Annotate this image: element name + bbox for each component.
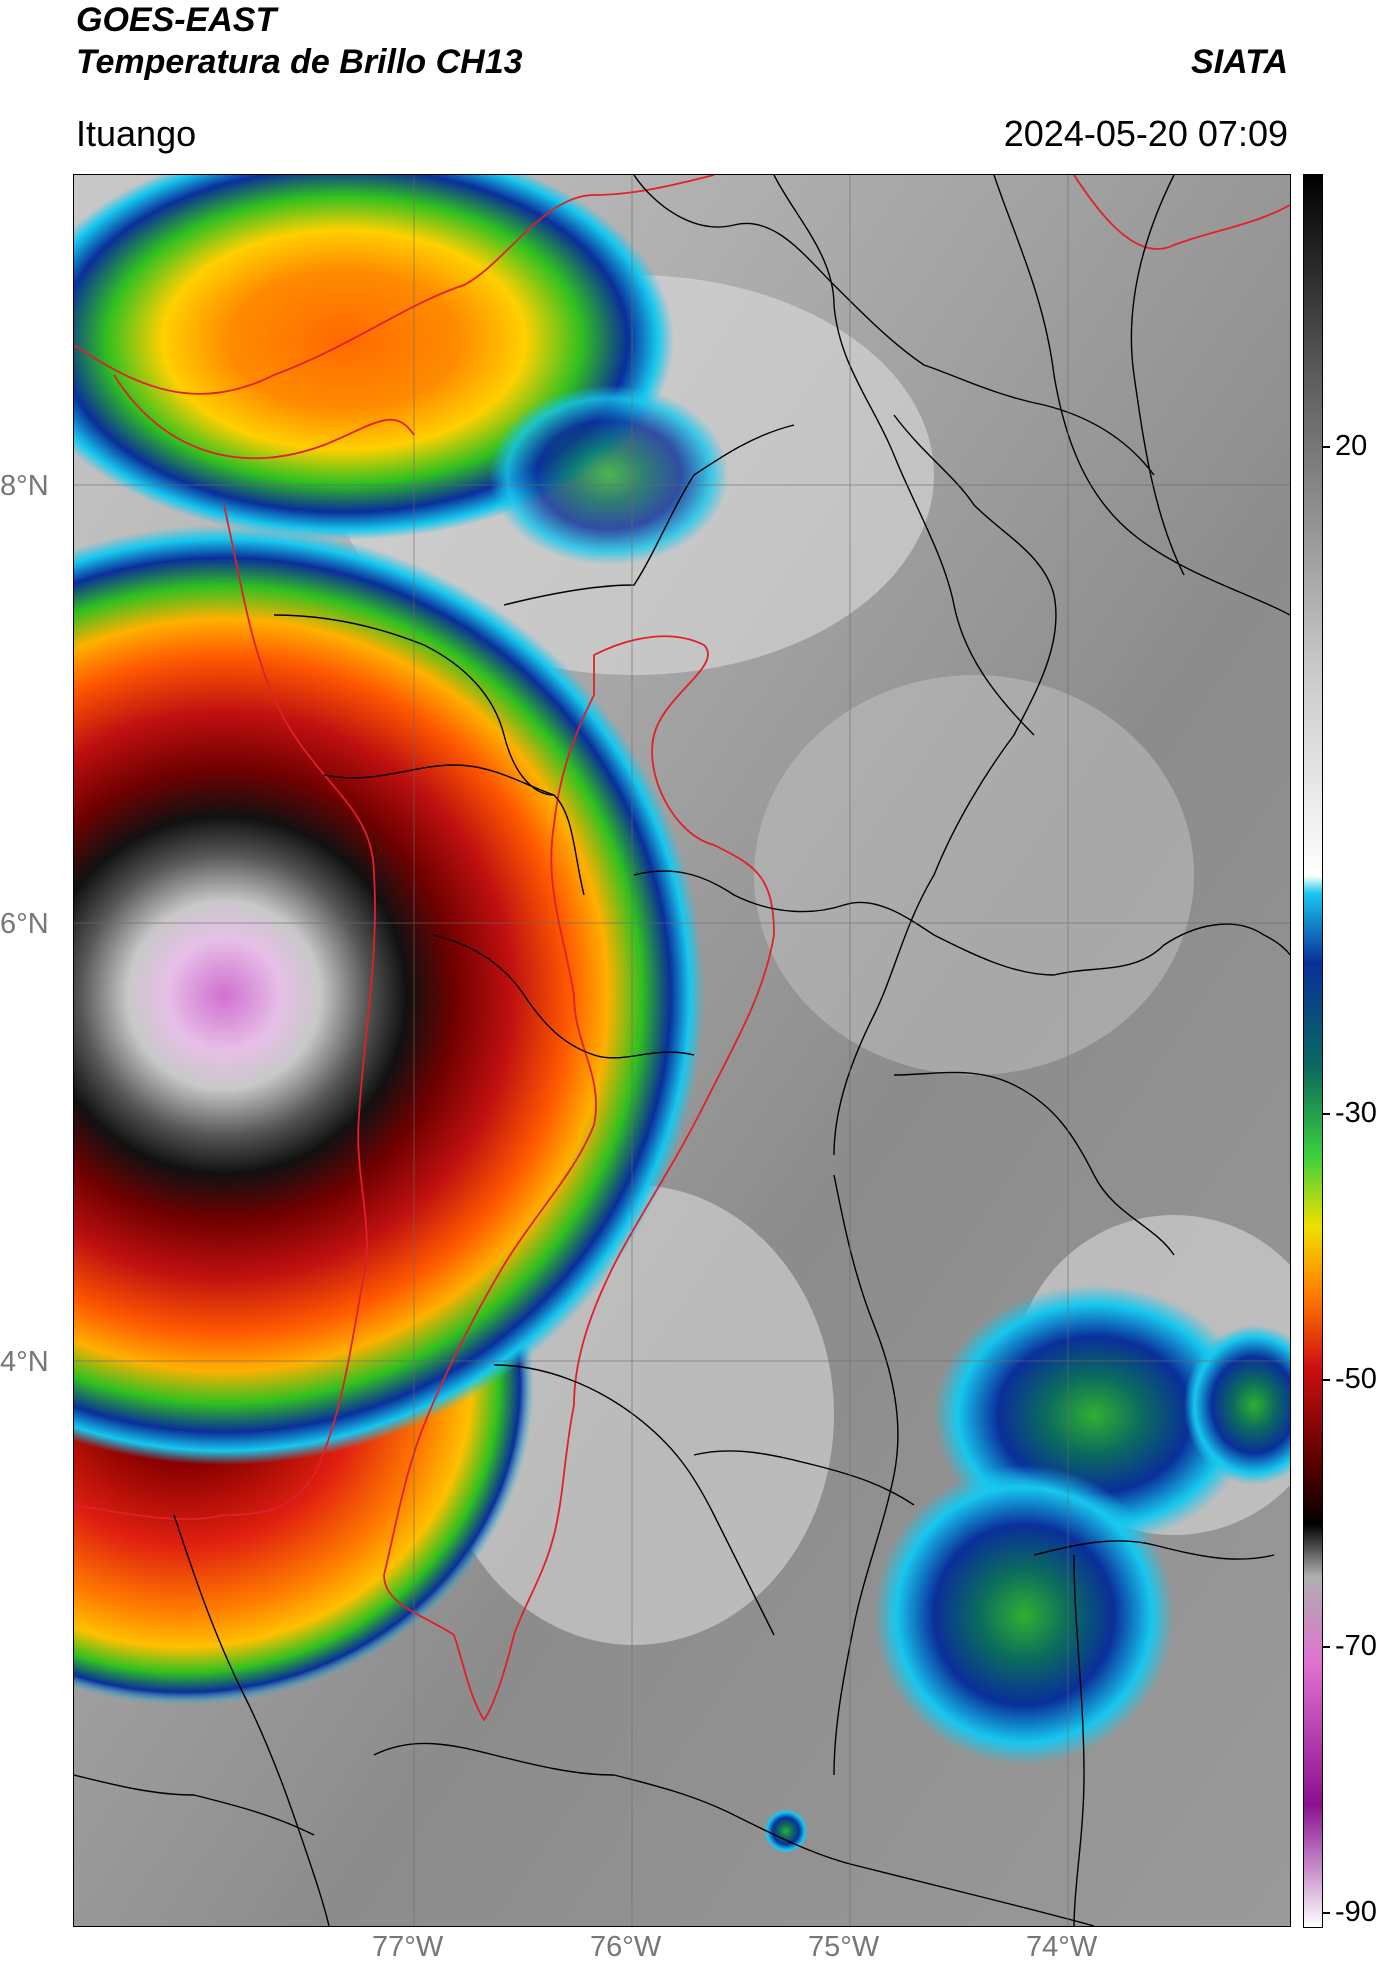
black-boundaries	[74, 175, 1290, 1926]
colorbar-label-neg70: -70	[1335, 1630, 1377, 1662]
storm-north-east	[489, 385, 729, 565]
satellite-title: GOES-EAST	[76, 1, 277, 39]
colorbar-label-neg90: -90	[1335, 1896, 1377, 1928]
lon-label-77w: 77°W	[372, 1931, 444, 1963]
colorbar-tick-mark	[1322, 1379, 1330, 1381]
colorbar-tick-mark	[1322, 1912, 1330, 1914]
lat-label-8n: 8°N	[0, 470, 49, 502]
cloud-field	[754, 675, 1194, 1075]
colorbar-label-neg30: -30	[1335, 1097, 1377, 1129]
colorbar-label-20: 20	[1335, 430, 1368, 462]
storm-main	[74, 525, 704, 1465]
lon-label-75w: 75°W	[808, 1931, 880, 1963]
colorbar-tick-mark	[1322, 1113, 1330, 1115]
graticule	[74, 175, 1290, 1926]
lon-label-74w: 74°W	[1026, 1931, 1098, 1963]
colorbar-tick-mark	[1322, 1646, 1330, 1648]
storm-small	[764, 1809, 808, 1853]
org-label: SIATA	[1191, 43, 1288, 81]
colorbar-label-neg50: -50	[1335, 1363, 1377, 1395]
storm-east-edge	[1184, 1325, 1290, 1485]
red-boundaries	[74, 175, 1290, 1722]
colorbar-tick-mark	[1322, 446, 1330, 448]
lat-label-6n: 6°N	[0, 908, 49, 940]
lon-label-76w: 76°W	[590, 1931, 662, 1963]
colorbar	[1303, 174, 1323, 1928]
lat-label-4n: 4°N	[0, 1346, 49, 1378]
storm-southeast-2	[874, 1465, 1174, 1765]
product-title: Temperatura de Brillo CH13	[76, 43, 523, 81]
region-label: Ituango	[76, 113, 197, 154]
satellite-map[interactable]	[73, 174, 1291, 1927]
datetime-label: 2024-05-20 07:09	[1003, 113, 1288, 154]
map-svg	[74, 175, 1290, 1926]
